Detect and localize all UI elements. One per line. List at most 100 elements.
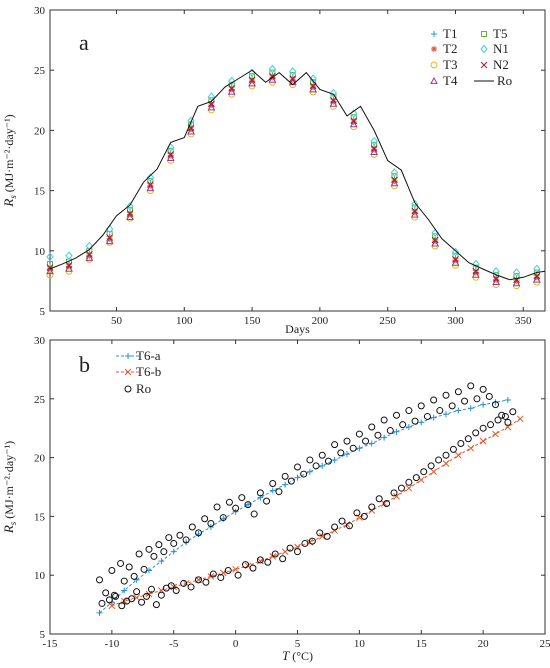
legend-label: N2 bbox=[493, 57, 509, 72]
data-point-Ro bbox=[232, 504, 240, 512]
data-point-N2 bbox=[126, 210, 134, 217]
a-x-tick-label: 150 bbox=[244, 315, 261, 327]
a-y-tick-label: 10 bbox=[34, 246, 46, 258]
series-T4 bbox=[46, 75, 541, 287]
data-point-Ro bbox=[112, 592, 120, 600]
data-point-Ro bbox=[219, 514, 227, 522]
data-point-Ro bbox=[263, 497, 271, 505]
data-point-Ro bbox=[472, 429, 480, 437]
series-T1 bbox=[47, 72, 540, 282]
data-point-T5 bbox=[47, 261, 53, 268]
legend-label: T2 bbox=[443, 41, 457, 56]
data-point-Ro bbox=[176, 531, 184, 539]
data-point-Ro bbox=[294, 548, 301, 556]
series-T6-b bbox=[108, 415, 524, 610]
data-point-N2 bbox=[46, 264, 54, 272]
legend-item-T2: T2 bbox=[431, 41, 457, 56]
legend-marker-T2 bbox=[431, 46, 437, 52]
b-x-tick-label: 5 bbox=[295, 638, 301, 650]
data-point-T3 bbox=[126, 214, 134, 222]
legend-label: T6-b bbox=[136, 364, 161, 379]
b-y-tick-label: 25 bbox=[34, 394, 46, 406]
data-point-T6-b bbox=[232, 565, 239, 573]
data-point-Ro bbox=[386, 427, 394, 435]
data-point-T4 bbox=[227, 87, 236, 95]
legend-marker-Ro bbox=[124, 385, 132, 393]
b-x-tick-label: 25 bbox=[540, 638, 550, 650]
data-point-Ro bbox=[464, 435, 472, 443]
data-point-Ro bbox=[300, 470, 308, 478]
data-point-Ro bbox=[264, 558, 272, 566]
data-point-Ro bbox=[412, 474, 420, 482]
data-point-Ro bbox=[449, 445, 457, 453]
data-point-T6-b bbox=[442, 460, 450, 467]
data-point-T6-a bbox=[405, 424, 412, 431]
data-point-T6-a bbox=[443, 411, 449, 418]
data-point-Ro bbox=[238, 494, 246, 502]
data-point-T5 bbox=[147, 177, 154, 184]
y-axis-label: Rs (MJ·m⁻²·day⁻¹) bbox=[1, 441, 18, 534]
data-point-T6-a bbox=[430, 414, 437, 421]
data-point-N2 bbox=[289, 75, 297, 82]
data-point-T6-b bbox=[455, 451, 462, 459]
data-point-N2 bbox=[350, 117, 358, 125]
data-point-N2 bbox=[269, 72, 276, 80]
b-y-tick-label: 5 bbox=[40, 629, 46, 641]
b-x-tick-label: -5 bbox=[169, 638, 179, 650]
data-point-Ro bbox=[423, 412, 431, 420]
series-T5 bbox=[47, 69, 540, 280]
data-point-T4 bbox=[533, 275, 541, 283]
data-point-Ro bbox=[152, 601, 160, 609]
data-point-T4 bbox=[329, 99, 338, 107]
data-point-Ro bbox=[170, 539, 178, 547]
data-point-Ro bbox=[172, 586, 180, 594]
data-point-Ro bbox=[331, 523, 339, 531]
data-point-T6-a bbox=[418, 419, 425, 426]
data-point-Ro bbox=[436, 407, 444, 415]
data-point-N2 bbox=[452, 255, 459, 263]
series-T3 bbox=[46, 78, 541, 290]
data-point-Ro bbox=[155, 541, 163, 549]
data-point-Ro bbox=[374, 431, 382, 439]
data-point-N1 bbox=[309, 74, 317, 83]
data-point-Ro bbox=[125, 563, 133, 571]
data-point-Ro bbox=[479, 385, 487, 393]
b-y-tick-label: 30 bbox=[34, 335, 46, 347]
data-point-Ro bbox=[312, 462, 320, 470]
data-point-Ro bbox=[249, 564, 257, 572]
data-point-T6-b bbox=[492, 430, 499, 438]
x-axis-label: T (°C) bbox=[282, 648, 313, 663]
data-point-Ro bbox=[362, 437, 370, 445]
data-point-Ro bbox=[143, 592, 151, 600]
data-point-Ro bbox=[331, 441, 339, 449]
panel-b-chart: b -15 -10 -5 0 5 10 15 20 25 5 10 15 20 25 30 T (°C) Rs … bbox=[1, 335, 550, 663]
legend-a: T1 T5 T2 N1 T3 N2 T4 Ro bbox=[430, 26, 512, 88]
data-point-Ro bbox=[467, 382, 475, 390]
data-point-Ro bbox=[318, 451, 326, 459]
legend-marker-T3 bbox=[430, 61, 438, 69]
b-x-tick-label: 0 bbox=[233, 638, 239, 650]
data-point-Ro bbox=[133, 588, 141, 596]
data-point-Ro bbox=[457, 439, 465, 447]
legend-marker-N1 bbox=[480, 44, 488, 54]
data-point-Ro bbox=[417, 402, 425, 410]
data-point-Ro bbox=[279, 555, 287, 563]
data-point-T5 bbox=[391, 173, 398, 180]
data-point-Ro bbox=[167, 582, 175, 590]
data-point-Ro bbox=[399, 421, 407, 429]
data-point-N2 bbox=[167, 151, 175, 158]
data-point-N2 bbox=[492, 275, 500, 282]
legend-item-Ro: Ro bbox=[124, 381, 151, 396]
data-point-T5 bbox=[493, 271, 500, 278]
data-point-T4 bbox=[390, 179, 399, 187]
data-point-T6-b bbox=[368, 507, 376, 514]
data-point-N2 bbox=[411, 207, 419, 215]
data-point-Ro bbox=[287, 477, 295, 485]
data-point-Ro bbox=[187, 583, 195, 591]
series-T2 bbox=[47, 74, 540, 284]
data-point-Ro bbox=[250, 510, 258, 518]
a-y-tick-label: 20 bbox=[34, 125, 46, 137]
data-point-Ro bbox=[202, 578, 210, 586]
legend-marker-T4 bbox=[430, 76, 438, 84]
series-line-Ro bbox=[49, 69, 546, 281]
